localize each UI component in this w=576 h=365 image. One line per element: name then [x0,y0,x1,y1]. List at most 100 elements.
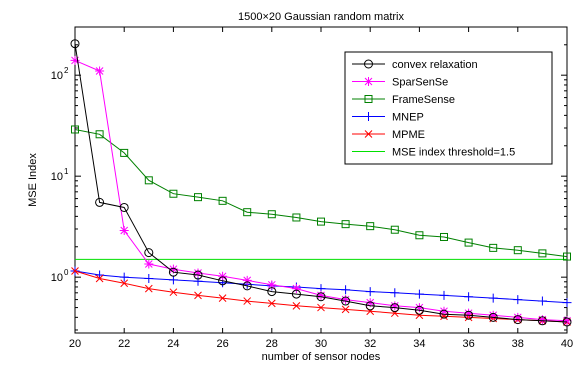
data-point [95,130,104,139]
data-point [194,291,202,300]
data-point [218,196,227,205]
data-point [464,310,474,320]
x-tick-label: 24 [167,338,179,350]
data-point [194,193,202,202]
data-point [119,225,129,235]
data-point [390,288,400,298]
data-point [193,268,203,278]
series-line [74,43,568,323]
legend: convex relaxation SparSenSe FrameSense MNEP… [344,51,553,165]
y-tick-exponent: 2 [64,66,69,75]
data-point [562,298,572,308]
x-tick-label: 30 [315,338,327,350]
data-point [218,294,227,302]
y-tick-exponent: 1 [64,167,69,176]
y-tick-label: 10 [51,171,63,183]
data-point [414,303,424,313]
data-point [169,189,178,198]
data-point [341,220,350,229]
data-point [267,299,276,308]
data-point [70,55,80,65]
data-point [144,274,154,284]
data-point [513,246,522,255]
data-point [415,231,424,240]
y-tick-label: 10 [51,70,63,82]
x-axis-label: number of sensor nodes [262,351,381,363]
data-point [365,298,375,308]
data-point [243,297,252,305]
data-point [95,274,104,283]
x-tick-label: 38 [512,338,524,350]
data-point [390,301,400,311]
data-point [144,248,154,258]
legend-label: MSE index threshold=1.5 [392,147,515,159]
data-point [537,316,547,326]
x-tick-label: 40 [561,338,573,350]
data-point [364,95,373,103]
data-point [95,197,105,207]
data-point [563,252,571,261]
data-point [71,125,79,134]
data-point [414,305,424,315]
x-tick-label: 26 [216,338,228,350]
data-point [119,272,129,282]
data-point [364,112,373,121]
legend-label: MNEP [392,112,424,124]
series-convex-relaxation [70,39,572,327]
data-point [364,77,373,86]
data-point [292,301,301,310]
data-point [218,276,228,286]
data-point [364,59,373,69]
data-point [218,271,228,281]
data-point [71,267,79,275]
data-point [168,267,178,277]
legend-label: convex relaxation [392,59,478,71]
data-point [317,217,325,226]
data-point [366,222,375,231]
data-point [464,308,474,318]
data-point [562,316,572,326]
legend-label: FrameSense [392,94,455,106]
data-point [119,202,129,212]
legend-label: SparSenSe [392,77,448,89]
data-point [70,39,80,49]
series-sparsense [70,55,572,326]
data-point [267,210,276,219]
data-point [120,279,129,288]
data-point [291,289,301,299]
data-point [144,176,153,185]
data-point [193,270,203,280]
y-tick-label: 10 [51,272,63,284]
x-tick-label: 32 [364,338,376,350]
data-point [95,66,105,76]
data-point [317,303,325,312]
data-point [390,303,400,313]
data-point [168,275,178,285]
data-point [439,309,449,319]
x-tick-label: 20 [69,338,81,350]
series-line [74,129,568,258]
data-point [292,213,301,222]
data-point [144,284,153,293]
x-tick-label: 22 [118,338,130,350]
data-point [537,315,547,325]
data-point [414,289,424,299]
legend-box [344,51,553,165]
data-point [193,276,203,286]
y-axis-label: MSE Index [27,153,39,207]
data-point [316,290,326,300]
legend-label: MPME [392,129,425,141]
data-point [341,305,350,314]
data-point [489,243,498,252]
data-point [513,315,523,325]
data-point [243,208,252,217]
x-tick-label: 28 [266,338,278,350]
x-tick-label: 36 [462,338,474,350]
data-point [242,281,252,291]
data-point [464,292,474,302]
data-point [144,259,154,269]
series-layer [70,39,572,327]
x-tick-label: 34 [413,338,425,350]
